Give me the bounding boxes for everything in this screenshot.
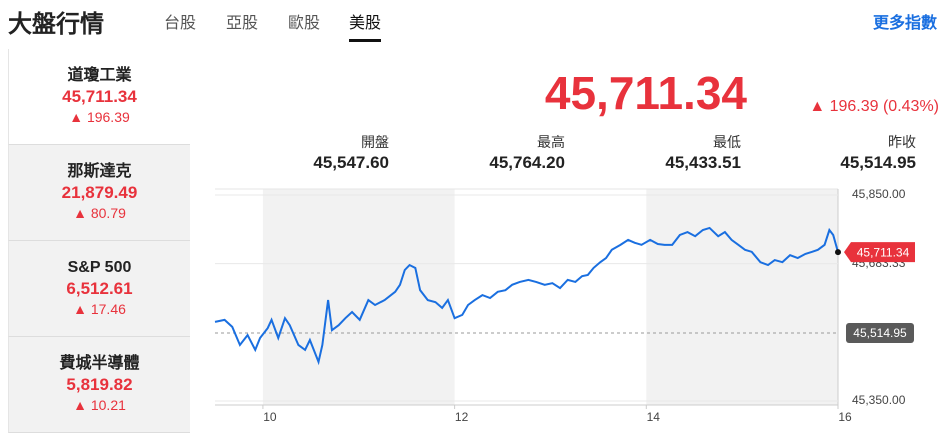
page-title: 大盤行情 xyxy=(8,11,104,38)
stat-value: 45,764.20 xyxy=(489,153,565,172)
index-card[interactable]: 道瓊工業 45,711.34 ▲ 196.39 xyxy=(8,49,190,145)
shaded-band xyxy=(262,189,455,405)
index-name: 道瓊工業 xyxy=(67,67,132,84)
index-change: ▲ 10.21 xyxy=(73,397,126,413)
index-change: ▲ 80.79 xyxy=(73,205,126,221)
index-name: S&P 500 xyxy=(67,259,132,276)
x-tick-label: 14 xyxy=(647,410,661,424)
sidebar: 道瓊工業 45,711.34 ▲ 196.39 那斯達克 21,879.49 ▲ 80.7… xyxy=(8,49,190,433)
shaded-band xyxy=(646,189,838,405)
index-name: 那斯達克 xyxy=(67,163,132,180)
tab[interactable]: 台股 xyxy=(164,15,197,32)
stat-label: 最低 xyxy=(713,134,741,150)
index-card[interactable]: S&P 500 6,512.61 ▲ 17.46 xyxy=(8,241,190,337)
reference-label: 45,514.95 xyxy=(853,326,907,340)
index-card[interactable]: 那斯達克 21,879.49 ▲ 80.79 xyxy=(8,145,190,241)
index-price: 45,711.34 xyxy=(62,87,137,106)
index-change: ▲ 17.46 xyxy=(73,301,126,317)
stat-label: 最高 xyxy=(537,134,565,150)
more-link[interactable]: 更多指數 xyxy=(872,15,937,32)
index-change: ▲ 196.39 xyxy=(69,109,130,125)
stat-value: 45,547.60 xyxy=(313,153,389,172)
reference-label-bg xyxy=(846,323,914,344)
index-name: 費城半導體 xyxy=(59,355,140,372)
x-tick-label: 16 xyxy=(838,410,852,424)
tab[interactable]: 亞股 xyxy=(226,15,259,32)
stat-value: 45,433.51 xyxy=(665,153,741,172)
stat-label: 昨收 xyxy=(888,134,916,150)
stat-value: 45,514.95 xyxy=(840,153,916,172)
price-line xyxy=(214,226,839,366)
tab[interactable]: 歐股 xyxy=(288,15,321,32)
y-tick-label: 45,350.00 xyxy=(852,393,906,407)
quote-change: ▲ 196.39 (0.43%) xyxy=(809,98,939,115)
index-price: 21,879.49 xyxy=(61,183,138,202)
stat-label: 開盤 xyxy=(361,134,389,150)
index-card[interactable]: 費城半導體 5,819.82 ▲ 10.21 xyxy=(8,337,190,433)
y-tick-label: 45,850.00 xyxy=(852,187,906,201)
last-label-bg xyxy=(844,242,915,263)
last-point xyxy=(835,249,841,256)
quote-price: 45,711.34 xyxy=(544,67,747,119)
index-price: 6,512.61 xyxy=(66,279,133,298)
last-label: 45,711.34 xyxy=(857,245,910,259)
x-tick-label: 12 xyxy=(455,410,469,424)
x-tick-label: 10 xyxy=(263,410,277,424)
index-price: 5,819.82 xyxy=(66,375,133,394)
tab[interactable]: 美股 xyxy=(349,9,382,42)
